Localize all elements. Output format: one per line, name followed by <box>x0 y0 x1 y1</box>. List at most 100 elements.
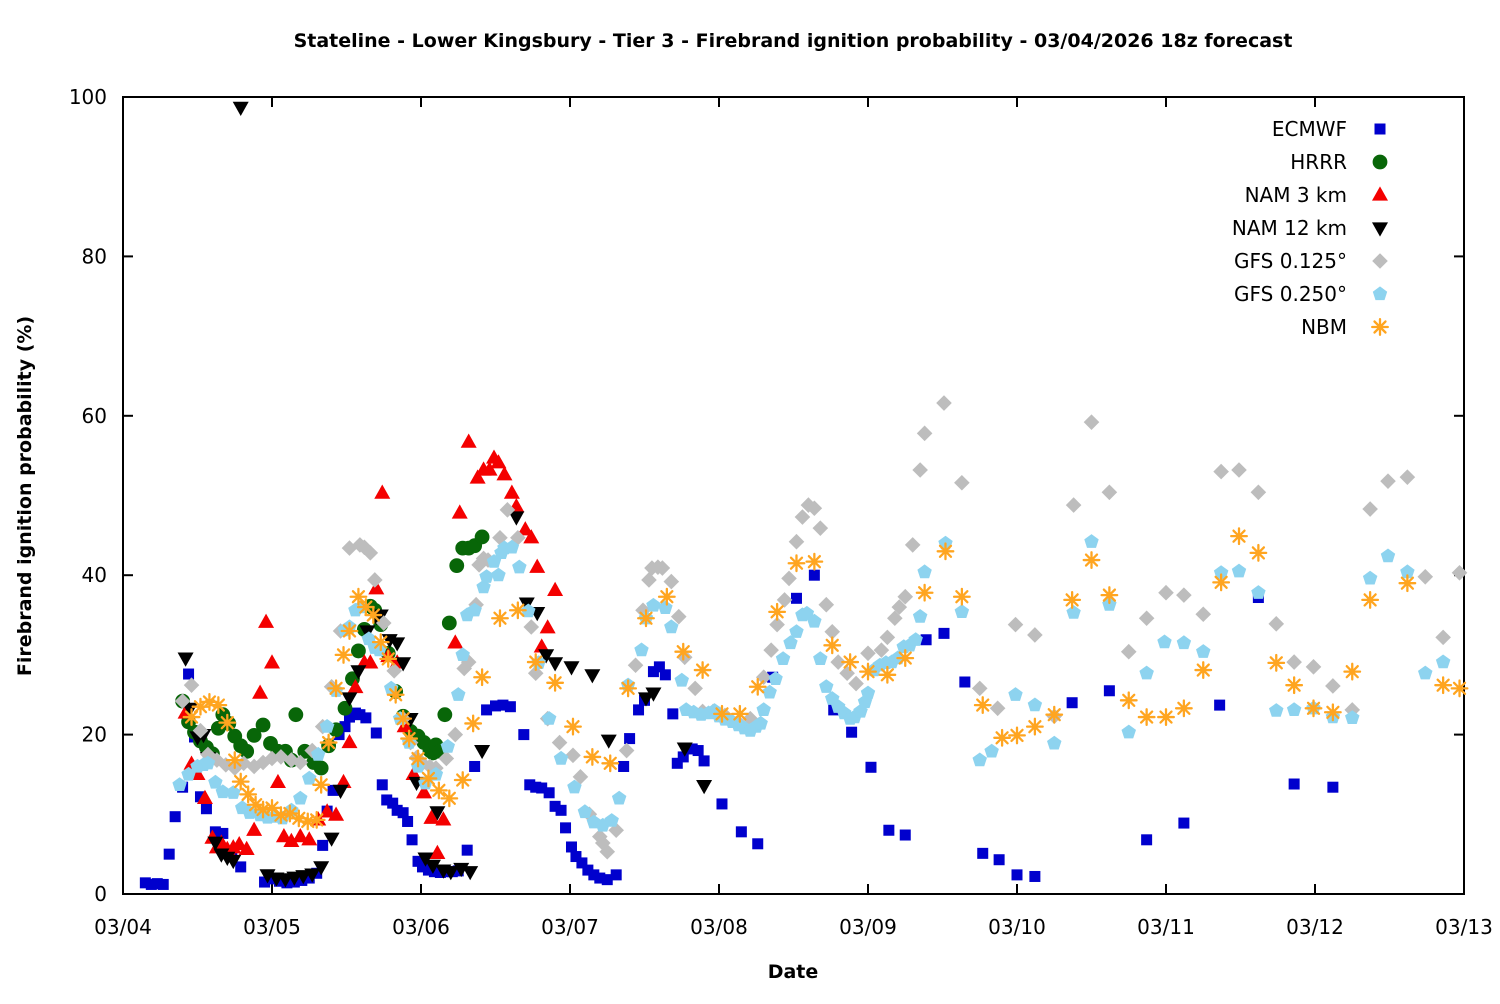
point-nbm <box>409 749 427 768</box>
point-gfs-0-125 <box>1399 469 1416 485</box>
point-nam-12-km <box>547 657 564 672</box>
point-gfs-0-125 <box>916 425 933 442</box>
point-gfs-0-125 <box>879 629 896 646</box>
x-tick-label: 03/13 <box>1435 915 1493 939</box>
point-gfs-0-125 <box>891 599 908 615</box>
point-nam-12-km <box>417 852 434 867</box>
point-nam-3-km <box>539 619 556 634</box>
legend-marker-gfs-0-125 <box>1372 253 1388 269</box>
point-ecmwf <box>692 745 704 757</box>
point-gfs-0-125 <box>670 608 687 625</box>
point-nbm <box>823 636 842 655</box>
point-nbm <box>768 602 787 621</box>
legend-marker-hrrr <box>1372 154 1388 170</box>
point-gfs-0-125 <box>1362 501 1378 517</box>
point-nbm <box>674 642 693 661</box>
point-ecmwf <box>993 854 1005 866</box>
point-nbm <box>1119 691 1138 710</box>
point-nam-12-km <box>600 734 617 749</box>
point-gfs-0-125 <box>551 734 568 751</box>
point-ecmwf <box>524 779 536 791</box>
point-gfs-0-125 <box>1138 610 1155 627</box>
point-nam-3-km <box>258 613 275 628</box>
point-gfs-0-250 <box>646 597 661 612</box>
y-tick-label: 100 <box>69 85 107 109</box>
point-hrrr <box>313 760 329 776</box>
point-ecmwf <box>518 729 530 741</box>
point-ecmwf <box>1288 778 1300 790</box>
point-gfs-0-125 <box>1417 568 1434 585</box>
point-ecmwf <box>317 839 329 851</box>
point-gfs-0-250 <box>302 770 317 785</box>
point-gfs-0-250 <box>428 766 444 781</box>
point-ecmwf <box>376 779 388 791</box>
point-nam-12-km <box>429 806 446 821</box>
point-gfs-0-250 <box>476 579 491 594</box>
point-nam-12-km <box>389 637 406 652</box>
point-nbm <box>327 679 346 698</box>
point-gfs-0-250 <box>521 603 536 618</box>
x-tick-label: 03/04 <box>94 915 152 939</box>
point-gfs-0-250 <box>917 564 932 579</box>
point-nam-3-km <box>283 832 300 847</box>
point-nam-3-km <box>460 433 477 448</box>
point-gfs-0-125 <box>687 680 703 697</box>
point-gfs-0-250 <box>553 750 569 765</box>
point-ecmwf <box>594 872 606 884</box>
point-ecmwf <box>266 873 278 885</box>
point-gfs-0-125 <box>1231 462 1247 478</box>
point-gfs-0-250 <box>451 687 466 701</box>
point-gfs-0-250 <box>912 609 928 623</box>
point-ecmwf <box>397 807 409 819</box>
point-nam-3-km <box>341 733 358 749</box>
point-ecmwf <box>576 857 588 869</box>
point-nbm <box>859 662 877 681</box>
point-gfs-0-250 <box>467 602 482 617</box>
point-nbm <box>280 804 299 823</box>
point-nam-3-km <box>529 558 546 573</box>
point-nam-3-km <box>292 828 309 843</box>
point-nbm <box>546 673 565 692</box>
point-nam-3-km <box>451 504 468 519</box>
point-gfs-0-250 <box>1269 703 1284 717</box>
point-ecmwf <box>412 855 424 867</box>
point-gfs-0-250 <box>319 719 335 733</box>
point-nbm <box>787 554 806 573</box>
point-nbm <box>200 692 219 711</box>
legend-label-hrrr: HRRR <box>1290 150 1347 174</box>
point-nbm <box>993 728 1012 747</box>
point-gfs-0-125 <box>367 572 383 588</box>
point-gfs-0-125 <box>1268 616 1285 632</box>
point-gfs-0-125 <box>460 654 477 670</box>
point-ecmwf <box>633 704 645 716</box>
point-gfs-0-125 <box>499 502 516 518</box>
point-nbm <box>191 697 210 716</box>
point-nbm <box>526 653 545 672</box>
point-nam-3-km <box>503 484 520 499</box>
point-ecmwf <box>659 669 671 681</box>
point-gfs-0-250 <box>1345 710 1360 724</box>
point-ecmwf <box>938 627 950 639</box>
point-ecmwf <box>610 869 622 881</box>
point-gfs-0-125 <box>794 509 811 525</box>
point-ecmwf <box>381 794 393 806</box>
point-nbm <box>841 653 860 672</box>
point-nam-12-km <box>584 669 601 684</box>
point-ecmwf <box>151 878 163 890</box>
point-ecmwf <box>169 811 181 823</box>
point-nam-3-km <box>252 684 269 699</box>
point-nbm <box>453 771 472 789</box>
point-nbm <box>356 598 375 617</box>
point-nbm <box>1008 726 1026 745</box>
legend-label-nam-3-km: NAM 3 km <box>1245 183 1347 207</box>
point-nam-3-km <box>347 678 364 694</box>
point-gfs-0-125 <box>447 726 464 743</box>
point-gfs-0-250 <box>455 647 470 661</box>
point-hrrr <box>449 558 465 574</box>
point-gfs-0-125 <box>523 619 540 635</box>
point-gfs-0-250 <box>1027 697 1043 712</box>
point-nbm <box>693 661 712 679</box>
point-hrrr <box>441 615 457 631</box>
point-nbm <box>1285 676 1304 695</box>
point-nbm <box>805 552 824 571</box>
